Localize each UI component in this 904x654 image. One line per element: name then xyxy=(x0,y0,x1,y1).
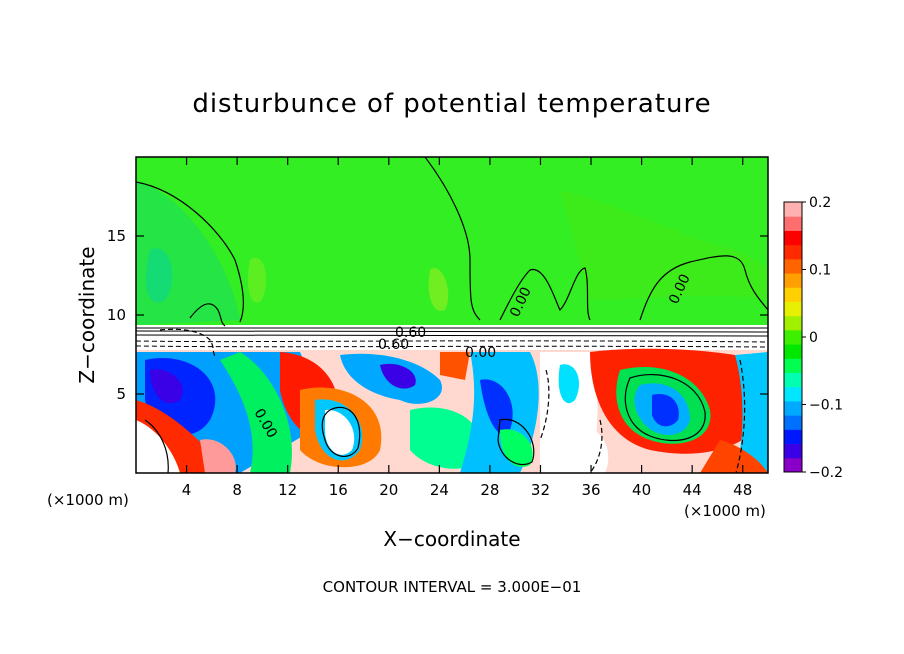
x-tick-label: 44 xyxy=(683,481,702,499)
colorbar-swatch xyxy=(784,244,802,260)
contour-label: 0.60 xyxy=(378,337,409,353)
x-tick-label: 32 xyxy=(531,481,550,499)
x-unit-left: (×1000 m) xyxy=(47,491,129,509)
colorbar-swatch xyxy=(784,372,802,388)
colorbar-swatch xyxy=(784,415,802,430)
colorbar-tick-label: −0.2 xyxy=(809,465,843,481)
x-tick-label: 48 xyxy=(733,481,752,499)
x-tick-label: 8 xyxy=(232,481,242,499)
colorbar: 0.2 0.1 0 −0.1 −0.2 xyxy=(783,195,843,481)
x-tick-label: 28 xyxy=(480,481,499,499)
x-unit-right: (×1000 m) xyxy=(684,502,766,520)
x-tick-label: 4 xyxy=(182,481,192,499)
colorbar-swatch xyxy=(784,344,802,359)
colorbar-swatch xyxy=(784,443,802,459)
colorbar-swatch xyxy=(784,273,802,288)
x-tick-label: 40 xyxy=(632,481,651,499)
colorbar-swatch xyxy=(784,258,802,274)
colorbar-swatch xyxy=(784,301,802,317)
colorbar-swatch xyxy=(784,386,802,402)
colorbar-tick-label: 0 xyxy=(809,330,818,346)
colorbar-swatch xyxy=(784,315,802,331)
chart-title: disturbunce of potential temperature xyxy=(192,89,711,119)
contour-lines xyxy=(136,157,768,473)
y-tick-label: 5 xyxy=(116,385,126,403)
temperature-field xyxy=(136,157,768,473)
contour-label: 0.60 xyxy=(395,325,426,341)
colorbar-swatch xyxy=(784,429,802,445)
colorbar-swatch xyxy=(784,358,802,374)
colorbar-tick-label: 0.1 xyxy=(809,263,831,279)
y-axis-label: Z−coordinate xyxy=(75,246,99,383)
colorbar-swatch xyxy=(784,287,802,302)
colorbar-swatch xyxy=(784,202,802,217)
contour-label: 0.00 xyxy=(465,345,496,361)
contour-interval-note: CONTOUR INTERVAL = 3.000E−01 xyxy=(323,578,582,596)
x-tick-label: 12 xyxy=(278,481,297,499)
x-tick-label: 16 xyxy=(329,481,348,499)
colorbar-swatch xyxy=(784,329,802,345)
x-axis: 4 8 12 16 20 24 28 32 36 40 44 48 xyxy=(182,157,752,499)
x-tick-label: 20 xyxy=(379,481,398,499)
colorbar-swatch xyxy=(784,216,802,231)
x-axis-label: X−coordinate xyxy=(383,527,520,551)
x-tick-label: 24 xyxy=(430,481,449,499)
y-tick-label: 15 xyxy=(107,227,126,245)
colorbar-swatch xyxy=(784,457,802,473)
x-tick-label: 36 xyxy=(581,481,600,499)
colorbar-tick-label: −0.1 xyxy=(809,398,843,414)
colorbar-tick-label: 0.2 xyxy=(809,195,831,211)
y-tick-label: 10 xyxy=(107,306,126,324)
colorbar-swatch xyxy=(784,400,802,416)
colorbar-swatch xyxy=(784,230,802,246)
y-axis: 5 10 15 xyxy=(107,227,768,403)
